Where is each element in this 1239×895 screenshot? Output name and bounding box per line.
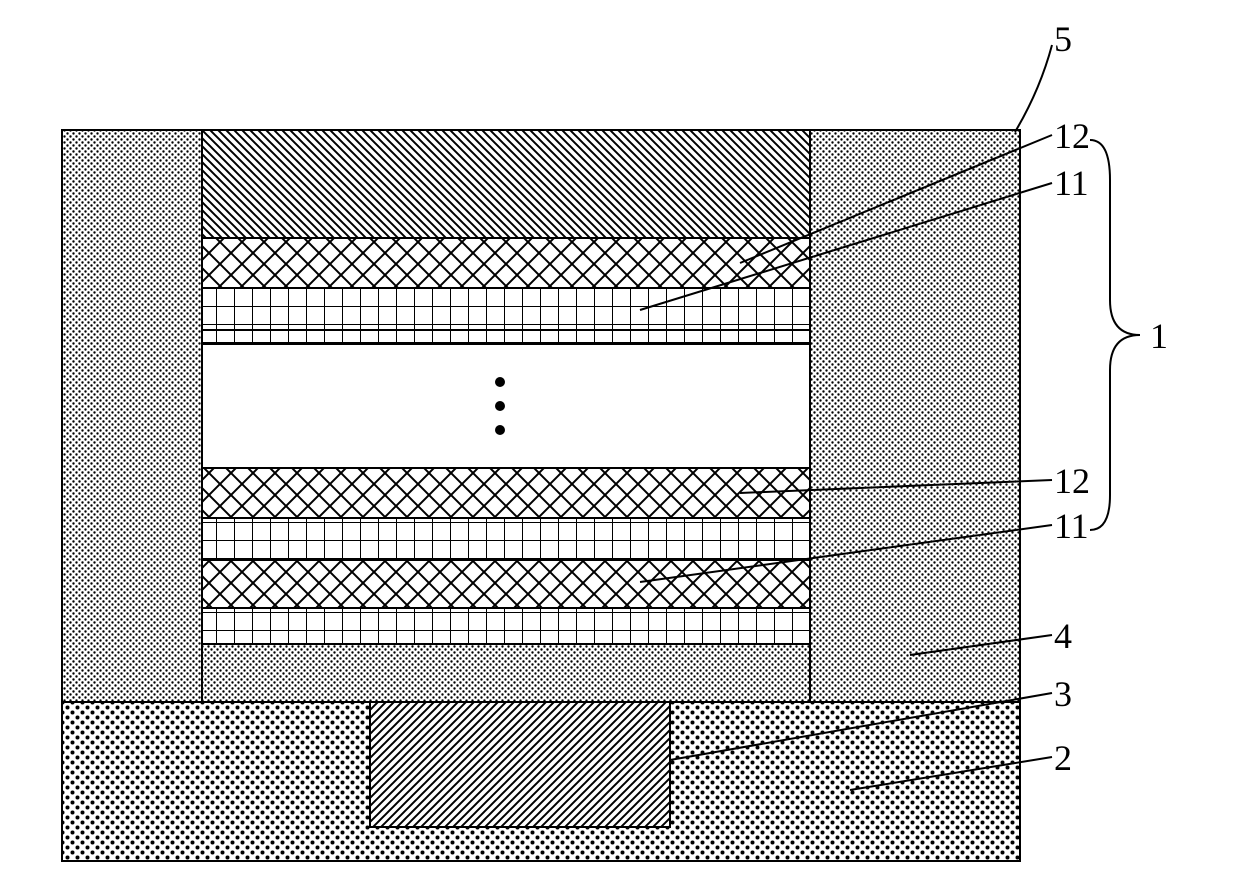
layer-11-c xyxy=(202,608,810,644)
label-1: 1 xyxy=(1150,315,1168,357)
diagram-container: 5 12 11 1 12 11 4 3 2 xyxy=(0,0,1239,890)
label-11b: 11 xyxy=(1054,505,1089,547)
layer-5 xyxy=(202,130,810,238)
label-4: 4 xyxy=(1054,615,1072,657)
layer-12-a xyxy=(202,238,810,288)
pillar-left xyxy=(62,130,202,702)
layer-11-b xyxy=(202,518,810,560)
pillar-bottom-fill xyxy=(202,644,810,702)
leader-5 xyxy=(1015,45,1052,132)
ellipsis-dot xyxy=(495,377,505,387)
bracket-1 xyxy=(1090,140,1140,530)
layer-12-c xyxy=(202,560,810,608)
label-12a: 12 xyxy=(1054,115,1090,157)
ellipsis-dot xyxy=(495,401,505,411)
layer-3 xyxy=(370,702,670,827)
label-5: 5 xyxy=(1054,18,1072,60)
ellipsis-gap xyxy=(202,344,810,468)
label-12b: 12 xyxy=(1054,460,1090,502)
layer-11-a-sub xyxy=(202,330,810,344)
layer-12-b xyxy=(202,468,810,518)
label-2: 2 xyxy=(1054,737,1072,779)
label-3: 3 xyxy=(1054,673,1072,715)
layer-11-a xyxy=(202,288,810,330)
label-11a: 11 xyxy=(1054,162,1089,204)
pillar-right xyxy=(810,130,1020,702)
ellipsis-dot xyxy=(495,425,505,435)
